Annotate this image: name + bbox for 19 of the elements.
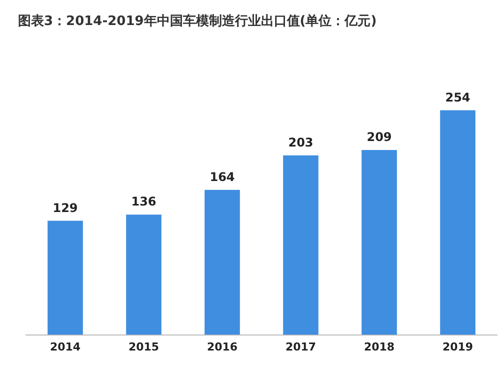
bar — [362, 150, 397, 335]
data-label: 164 — [210, 170, 235, 184]
x-tick-label: 2016 — [206, 340, 238, 354]
data-label: 254 — [445, 90, 470, 104]
bar — [48, 220, 83, 335]
x-tick-label: 2018 — [364, 340, 395, 354]
bar — [126, 214, 162, 335]
x-tick-label: 2014 — [50, 340, 81, 354]
x-tick-label: 2015 — [128, 340, 160, 354]
x-tick-label: 2017 — [285, 340, 316, 354]
bar — [440, 110, 476, 335]
bar — [283, 155, 318, 335]
x-tick-label: 2019 — [442, 340, 474, 354]
data-label: 136 — [131, 194, 156, 209]
data-label: 209 — [366, 130, 392, 144]
data-label: 203 — [288, 135, 314, 150]
chart-title: 图表3：2014-2019年中国车模制造行业出口值(单位：亿元) — [18, 13, 377, 30]
data-label: 129 — [52, 200, 78, 215]
bar — [204, 190, 240, 335]
